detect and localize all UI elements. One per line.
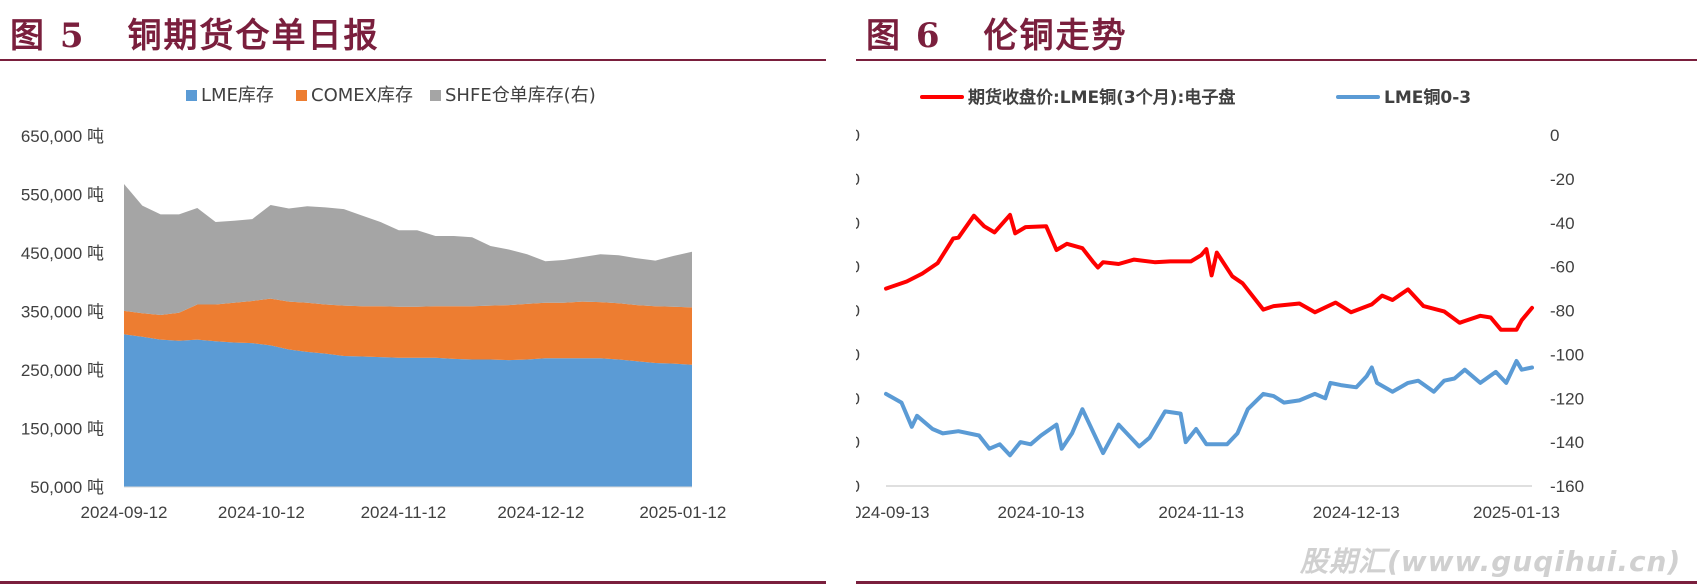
y-right-tick-label: -100 xyxy=(1550,345,1584,364)
watermark: 股期汇(www.guqihui.cn) xyxy=(1300,545,1682,578)
legend-label: SHFE仓单库存(右) xyxy=(445,85,596,106)
y-left-tick-label: 7,000 xyxy=(856,477,860,496)
y-left-tick-label: 11,000 xyxy=(856,126,860,145)
legend-swatch xyxy=(186,90,197,101)
x-tick-label: 2024-12-13 xyxy=(1313,503,1400,522)
y-left-tick-label: 8,000 xyxy=(856,389,860,408)
title-divider xyxy=(856,59,1697,61)
legend-label: LME铜0-3 xyxy=(1384,87,1471,108)
y-right-tick-label: 0 xyxy=(1550,126,1559,145)
panel-lme-copper-trend: 图 6 伦铜走势 11,000 10,500 10,000 9,500 9,000 8,50… xyxy=(856,0,1697,586)
x-tick-label: 2024-10-12 xyxy=(218,503,305,522)
legend-label: COMEX库存 xyxy=(311,85,413,106)
x-tick-label: 2025-01-12 xyxy=(639,503,726,522)
x-tick-label: 2024-09-13 xyxy=(856,503,929,522)
y-tick-label: 150,000 吨 xyxy=(21,420,104,439)
x-tick-label: 2024-11-13 xyxy=(1158,503,1244,522)
y-right-tick-label: -140 xyxy=(1550,433,1584,452)
x-tick-label: 2024-11-12 xyxy=(361,503,447,522)
legend-swatch xyxy=(296,90,307,101)
y-right-tick-label: -40 xyxy=(1550,214,1575,233)
x-tick-label: 2024-09-12 xyxy=(81,503,168,522)
y-left-tick-label: 10,000 xyxy=(856,214,860,233)
figure-label: 图 6 xyxy=(866,16,942,56)
y-left-tick-label: 10,500 xyxy=(856,170,860,189)
y-tick-label: 650,000 吨 xyxy=(21,127,104,146)
y-left-tick-label: 7,500 xyxy=(856,433,860,452)
bottom-divider xyxy=(856,581,1697,584)
bottom-divider xyxy=(0,581,826,584)
figure-title: 图 5 铜期货仓单日报 xyxy=(10,8,380,57)
y-left-tick-label: 9,500 xyxy=(856,258,860,277)
area-series-0 xyxy=(124,334,692,487)
y-right-tick-label: -120 xyxy=(1550,389,1584,408)
y-left-tick-label: 8,500 xyxy=(856,345,860,364)
area-series-1 xyxy=(124,298,692,365)
y-tick-label: 50,000 吨 xyxy=(30,478,104,497)
figure-label: 图 5 xyxy=(10,16,86,56)
legend-swatch xyxy=(430,90,441,101)
legend-label: 期货收盘价:LME铜(3个月):电子盘 xyxy=(968,87,1235,108)
area-series-2 xyxy=(124,184,692,315)
x-tick-label: 2025-01-13 xyxy=(1473,503,1560,522)
legend-label: LME库存 xyxy=(201,85,274,106)
y-right-tick-label: -80 xyxy=(1550,302,1575,321)
figure-title: 图 6 伦铜走势 xyxy=(866,8,1128,57)
y-tick-label: 350,000 吨 xyxy=(21,303,104,322)
y-right-tick-label: -160 xyxy=(1550,477,1584,496)
x-tick-label: 2024-12-12 xyxy=(497,503,584,522)
y-right-tick-label: -60 xyxy=(1550,258,1575,277)
price-line-chart: 11,000 10,500 10,000 9,500 9,000 8,500 8,000 7,… xyxy=(856,87,1584,522)
y-right-tick-label: -20 xyxy=(1550,170,1575,189)
title-divider xyxy=(0,59,826,61)
panel-copper-warrant-stocks: 图 5 铜期货仓单日报 650,000 吨 550,000 吨 450,000 吨 35… xyxy=(0,0,826,586)
line-series-1 xyxy=(884,359,1534,458)
line-series-0 xyxy=(884,212,1534,332)
y-tick-label: 250,000 吨 xyxy=(21,361,104,380)
y-left-tick-label: 9,000 xyxy=(856,302,860,321)
x-tick-label: 2024-10-13 xyxy=(998,503,1085,522)
figure-title-text: 伦铜走势 xyxy=(983,16,1128,56)
figure-title-text: 铜期货仓单日报 xyxy=(127,16,380,56)
y-tick-label: 550,000 吨 xyxy=(21,186,104,205)
stock-area-chart: 650,000 吨 550,000 吨 450,000 吨 350,000 吨 250,… xyxy=(21,85,727,522)
y-tick-label: 450,000 吨 xyxy=(21,244,104,263)
